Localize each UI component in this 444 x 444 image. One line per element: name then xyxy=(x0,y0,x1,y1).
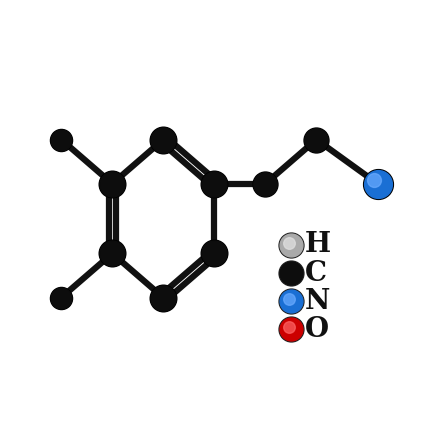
Point xyxy=(211,250,218,257)
Text: N: N xyxy=(305,288,331,315)
Point xyxy=(285,324,293,331)
Point xyxy=(109,250,116,257)
Point xyxy=(287,297,294,305)
Point xyxy=(374,180,381,187)
Point xyxy=(374,180,381,187)
Text: C: C xyxy=(305,260,327,286)
Point xyxy=(287,325,294,333)
Point xyxy=(58,136,65,143)
Point xyxy=(160,136,167,143)
Point xyxy=(58,294,65,301)
Point xyxy=(287,270,294,277)
Point xyxy=(160,136,167,143)
Point xyxy=(160,294,167,301)
Point xyxy=(287,242,294,249)
Point xyxy=(285,296,293,303)
Point xyxy=(160,294,167,301)
Text: H: H xyxy=(305,231,331,258)
Point xyxy=(287,270,294,277)
Point xyxy=(285,239,293,246)
Point xyxy=(287,297,294,305)
Point xyxy=(211,180,218,187)
Text: O: O xyxy=(305,316,329,343)
Point xyxy=(211,180,218,187)
Point xyxy=(109,180,116,187)
Point xyxy=(287,325,294,333)
Point xyxy=(58,294,65,301)
Point xyxy=(371,177,378,184)
Point xyxy=(211,250,218,257)
Point xyxy=(313,136,320,143)
Point xyxy=(262,180,269,187)
Point xyxy=(109,180,116,187)
Point xyxy=(58,136,65,143)
Point xyxy=(313,136,320,143)
Point xyxy=(262,180,269,187)
Point xyxy=(287,242,294,249)
Point xyxy=(109,250,116,257)
